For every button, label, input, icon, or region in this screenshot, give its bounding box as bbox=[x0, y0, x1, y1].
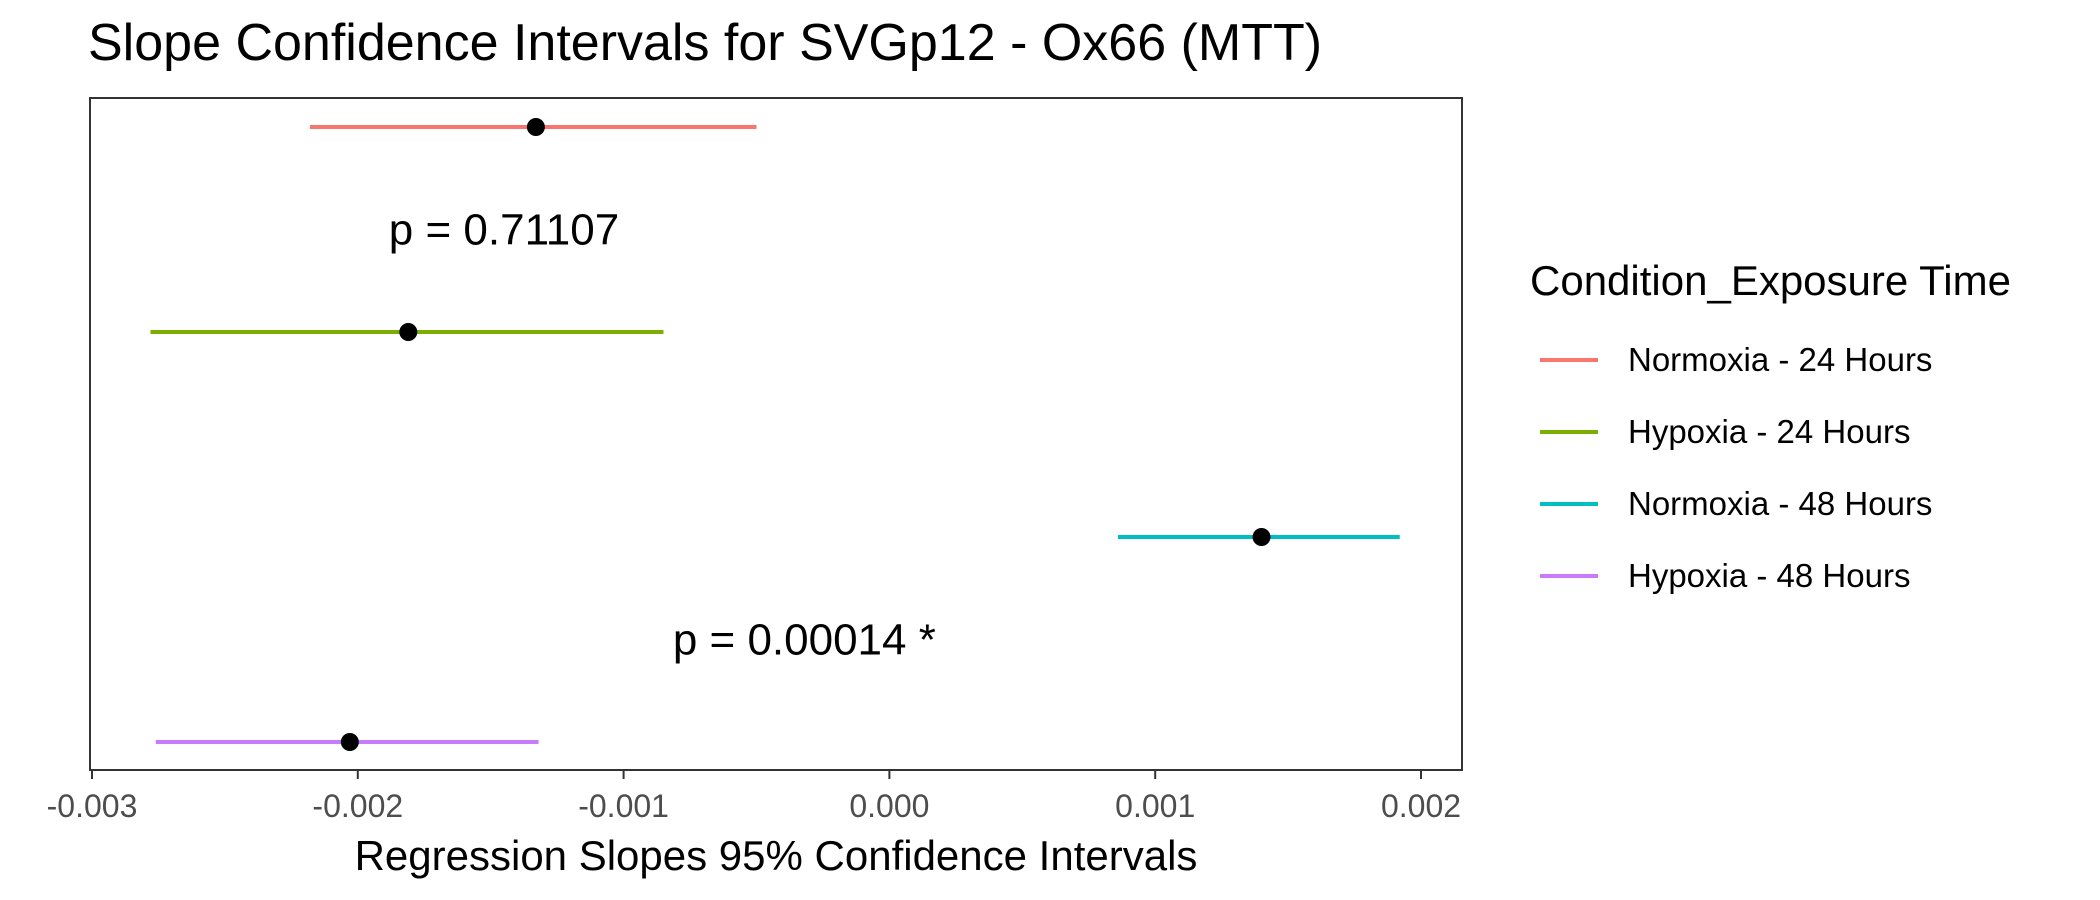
point-estimate bbox=[340, 733, 359, 751]
x-tick-label: 0.002 bbox=[1381, 788, 1461, 824]
annotation-layer: p = 0.71107 p = 0.00014 * bbox=[389, 206, 936, 665]
legend-label: Normoxia - 48 Hours bbox=[1628, 485, 1932, 522]
x-axis-title: Regression Slopes 95% Confidence Interva… bbox=[355, 832, 1198, 879]
point-estimate bbox=[399, 323, 418, 341]
x-tick-label: -0.001 bbox=[578, 788, 669, 824]
x-tick-label: 0.001 bbox=[1115, 788, 1195, 824]
p-value-annotation: p = 0.71107 bbox=[389, 206, 619, 255]
x-tick-label: -0.002 bbox=[312, 788, 403, 824]
chart-title: Slope Confidence Intervals for SVGp12 - … bbox=[88, 14, 1322, 72]
x-tick-label: 0.000 bbox=[849, 788, 929, 824]
x-tick-label: -0.003 bbox=[47, 788, 138, 824]
series-layer bbox=[150, 118, 1400, 751]
point-estimate bbox=[1252, 528, 1271, 546]
plot-panel bbox=[89, 97, 1463, 771]
legend: Condition_Exposure Time Normoxia - 24 Ho… bbox=[1530, 257, 2011, 594]
x-axis: -0.003 -0.002 -0.001 0.000 0.001 0.002 bbox=[47, 770, 1461, 824]
p-value-annotation: p = 0.00014 * bbox=[673, 616, 936, 665]
legend-label: Hypoxia - 24 Hours bbox=[1628, 413, 1910, 450]
point-estimate bbox=[526, 118, 545, 136]
legend-label: Normoxia - 24 Hours bbox=[1628, 341, 1932, 378]
legend-title: Condition_Exposure Time bbox=[1530, 257, 2011, 304]
legend-label: Hypoxia - 48 Hours bbox=[1628, 557, 1910, 594]
